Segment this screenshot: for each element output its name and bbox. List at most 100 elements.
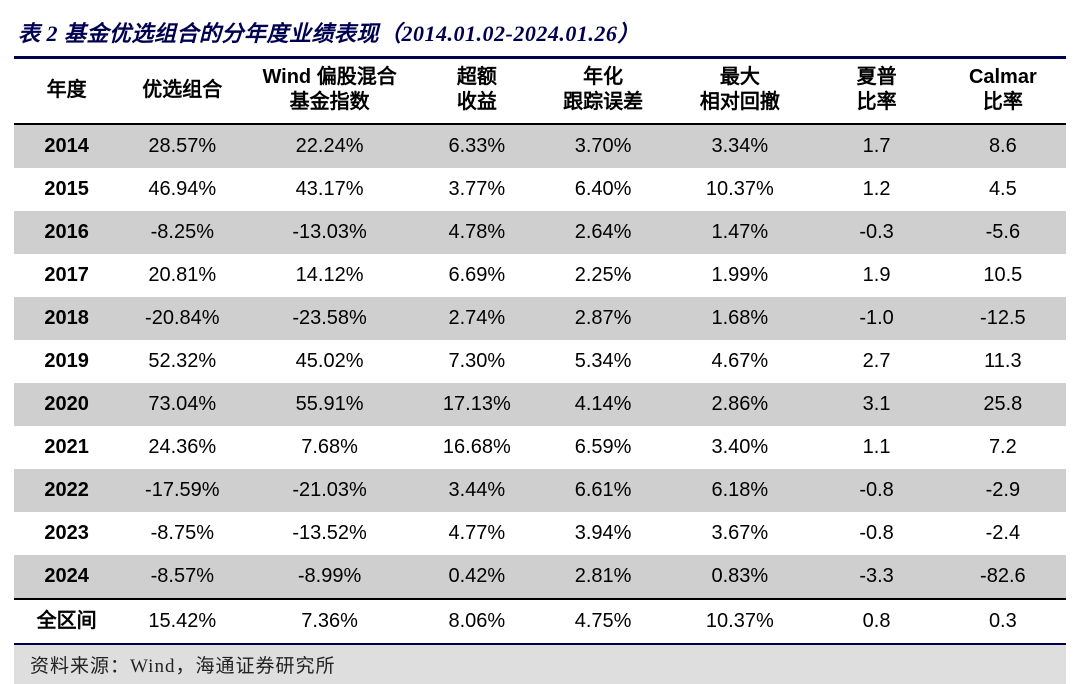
col-header-line2: 比率 [857, 91, 897, 113]
value-cell: -20.84% [119, 297, 245, 340]
value-cell: -0.8 [813, 469, 939, 512]
value-cell: -1.0 [813, 297, 939, 340]
col-header-line1: Calmar [969, 66, 1037, 88]
value-cell: 6.18% [666, 469, 813, 512]
col-header-line1: 最大 [720, 66, 760, 88]
value-cell: 2.74% [414, 297, 540, 340]
year-cell: 2015 [14, 168, 119, 211]
value-cell: 7.2 [940, 426, 1066, 469]
year-cell: 2023 [14, 512, 119, 555]
value-cell: 25.8 [940, 383, 1066, 426]
value-cell: 22.24% [245, 124, 413, 168]
value-cell: 10.37% [666, 168, 813, 211]
value-cell: 3.44% [414, 469, 540, 512]
table-header-row: 年度优选组合Wind 偏股混合基金指数超额收益年化跟踪误差最大相对回撤夏普比率C… [14, 59, 1066, 124]
value-cell: 16.68% [414, 426, 540, 469]
value-cell: 52.32% [119, 340, 245, 383]
value-cell: 3.34% [666, 124, 813, 168]
value-cell: 3.77% [414, 168, 540, 211]
value-cell: 73.04% [119, 383, 245, 426]
value-cell: -8.57% [119, 555, 245, 599]
value-cell: 17.13% [414, 383, 540, 426]
value-cell: -2.9 [940, 469, 1066, 512]
value-cell: 1.9 [813, 254, 939, 297]
value-cell: 4.5 [940, 168, 1066, 211]
table-row: 201428.57%22.24%6.33%3.70%3.34%1.78.6 [14, 124, 1066, 168]
performance-table: 年度优选组合Wind 偏股混合基金指数超额收益年化跟踪误差最大相对回撤夏普比率C… [14, 59, 1066, 643]
col-header-4: 年化跟踪误差 [540, 59, 666, 124]
value-cell: 6.69% [414, 254, 540, 297]
total-value-cell: 15.42% [119, 599, 245, 643]
value-cell: 0.42% [414, 555, 540, 599]
col-header-6: 夏普比率 [813, 59, 939, 124]
value-cell: -8.99% [245, 555, 413, 599]
table-row: 2022-17.59%-21.03%3.44%6.61%6.18%-0.8-2.… [14, 469, 1066, 512]
table-total-row: 全区间15.42%7.36%8.06%4.75%10.37%0.80.3 [14, 599, 1066, 643]
value-cell: -23.58% [245, 297, 413, 340]
col-header-line1: 年化 [583, 66, 623, 88]
col-header-7: Calmar 比率 [940, 59, 1066, 124]
value-cell: 20.81% [119, 254, 245, 297]
total-value-cell: 8.06% [414, 599, 540, 643]
value-cell: 6.61% [540, 469, 666, 512]
total-value-cell: 10.37% [666, 599, 813, 643]
value-cell: -3.3 [813, 555, 939, 599]
value-cell: -0.3 [813, 211, 939, 254]
value-cell: -17.59% [119, 469, 245, 512]
value-cell: -2.4 [940, 512, 1066, 555]
col-header-line1: 夏普 [857, 66, 897, 88]
col-header-3: 超额收益 [414, 59, 540, 124]
table-row: 2023-8.75%-13.52%4.77%3.94%3.67%-0.8-2.4 [14, 512, 1066, 555]
year-cell: 2017 [14, 254, 119, 297]
year-cell: 2018 [14, 297, 119, 340]
value-cell: -13.52% [245, 512, 413, 555]
col-header-line2: 相对回撤 [700, 91, 780, 113]
table-row: 201952.32%45.02%7.30%5.34%4.67%2.711.3 [14, 340, 1066, 383]
value-cell: 3.1 [813, 383, 939, 426]
value-cell: 2.64% [540, 211, 666, 254]
col-header-5: 最大相对回撤 [666, 59, 813, 124]
value-cell: -8.75% [119, 512, 245, 555]
table-title: 表 2 基金优选组合的分年度业绩表现（2014.01.02-2024.01.26… [14, 12, 1066, 59]
col-header-line2: 比率 [983, 91, 1023, 113]
year-cell: 2020 [14, 383, 119, 426]
col-header-2: Wind 偏股混合基金指数 [245, 59, 413, 124]
value-cell: 1.1 [813, 426, 939, 469]
total-value-cell: 4.75% [540, 599, 666, 643]
value-cell: 43.17% [245, 168, 413, 211]
value-cell: -8.25% [119, 211, 245, 254]
table-row: 2018-20.84%-23.58%2.74%2.87%1.68%-1.0-12… [14, 297, 1066, 340]
value-cell: 4.78% [414, 211, 540, 254]
value-cell: 8.6 [940, 124, 1066, 168]
table-source-footer: 资料来源：Wind，海通证券研究所 [14, 645, 1066, 684]
value-cell: 28.57% [119, 124, 245, 168]
value-cell: 2.81% [540, 555, 666, 599]
table-row: 201546.94%43.17%3.77%6.40%10.37%1.24.5 [14, 168, 1066, 211]
table-row: 2016-8.25%-13.03%4.78%2.64%1.47%-0.3-5.6 [14, 211, 1066, 254]
value-cell: 4.67% [666, 340, 813, 383]
value-cell: 2.86% [666, 383, 813, 426]
value-cell: 5.34% [540, 340, 666, 383]
total-value-cell: 7.36% [245, 599, 413, 643]
year-cell: 2022 [14, 469, 119, 512]
value-cell: 3.70% [540, 124, 666, 168]
value-cell: 3.40% [666, 426, 813, 469]
col-header-line2: 跟踪误差 [563, 91, 643, 113]
value-cell: 4.14% [540, 383, 666, 426]
value-cell: 1.47% [666, 211, 813, 254]
value-cell: -82.6 [940, 555, 1066, 599]
total-value-cell: 0.3 [940, 599, 1066, 643]
year-cell: 2024 [14, 555, 119, 599]
value-cell: 7.30% [414, 340, 540, 383]
year-cell: 2016 [14, 211, 119, 254]
table-row: 202073.04%55.91%17.13%4.14%2.86%3.125.8 [14, 383, 1066, 426]
col-header-0: 年度 [14, 59, 119, 124]
col-header-line1: 超额 [457, 66, 497, 88]
value-cell: 1.68% [666, 297, 813, 340]
col-header-line2: 基金指数 [290, 91, 370, 113]
value-cell: 6.40% [540, 168, 666, 211]
value-cell: 2.7 [813, 340, 939, 383]
col-header-1: 优选组合 [119, 59, 245, 124]
value-cell: 11.3 [940, 340, 1066, 383]
value-cell: -0.8 [813, 512, 939, 555]
